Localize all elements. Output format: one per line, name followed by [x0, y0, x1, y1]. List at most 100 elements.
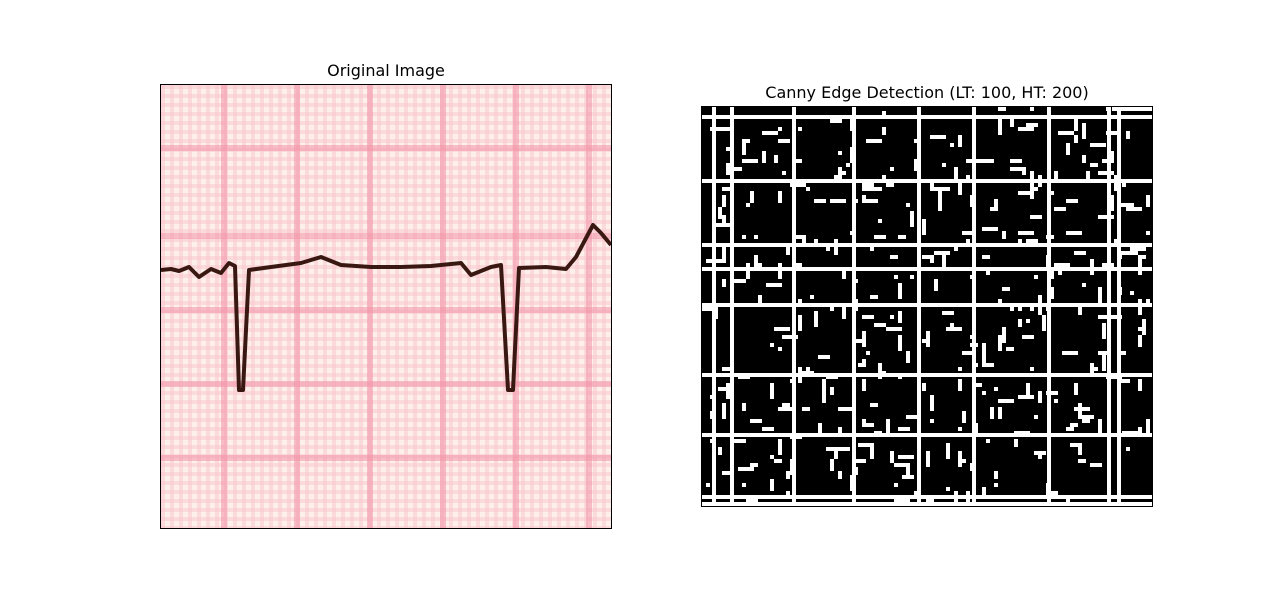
edge-speckle — [786, 471, 790, 479]
edge-speckle — [826, 247, 830, 251]
edge-speckle — [1030, 307, 1034, 311]
edge-speckle — [822, 379, 826, 387]
edge-speckle — [742, 235, 746, 239]
major-grid-line-horizontal — [161, 307, 611, 313]
grid-line-vertical — [206, 85, 210, 528]
edge-speckle — [862, 199, 878, 203]
edge-speckle — [1130, 243, 1134, 247]
grid-line-vertical — [467, 85, 471, 528]
grid-line-horizontal — [161, 94, 611, 98]
edge-speckle — [1098, 287, 1102, 303]
grid-line-vertical — [350, 85, 354, 528]
edge-speckle — [950, 143, 954, 147]
edge-speckle — [1026, 383, 1030, 395]
edge-speckle — [730, 439, 746, 443]
grid-line-vertical — [458, 85, 462, 528]
edge-speckle — [906, 203, 910, 207]
edge-speckle — [762, 151, 766, 163]
edge-speckle — [858, 443, 874, 447]
edge-speckle — [910, 303, 918, 307]
edge-speckle — [898, 311, 902, 323]
edge-speckle — [962, 351, 974, 355]
edge-speckle — [798, 127, 802, 131]
edge-speckle — [862, 183, 866, 191]
edge-speckle — [710, 439, 714, 443]
grid-line-vertical — [431, 85, 435, 528]
edge-speckle — [810, 295, 814, 299]
grid-line-vertical — [413, 85, 417, 528]
edge-speckle — [1138, 299, 1142, 315]
edge-speckle — [882, 111, 886, 115]
grid-line-vertical — [548, 85, 552, 528]
edge-speckle — [938, 195, 942, 211]
edge-speckle — [826, 375, 838, 379]
edge-speckle — [1102, 263, 1114, 267]
edge-speckle — [854, 199, 858, 203]
edge-speckle — [966, 175, 970, 179]
edge-speckle — [778, 407, 794, 411]
edge-speckle — [930, 255, 934, 263]
edge-speckle — [1022, 171, 1026, 175]
edge-speckle — [718, 447, 722, 455]
edge-speckle — [746, 499, 758, 503]
edge-speckle — [998, 107, 1006, 111]
grid-line-horizontal — [161, 283, 611, 287]
edge-speckle — [1054, 263, 1070, 267]
edge-speckle — [842, 267, 846, 279]
edge-speckle — [882, 175, 886, 179]
edge-line-horizontal — [702, 373, 1152, 377]
edge-speckle — [922, 383, 926, 391]
edge-speckle — [798, 315, 802, 331]
edge-speckle — [1034, 415, 1038, 419]
edge-speckle — [862, 419, 866, 427]
edge-speckle — [994, 471, 998, 479]
grid-line-vertical — [251, 85, 255, 528]
grid-line-horizontal — [161, 112, 611, 116]
edge-speckle — [1146, 427, 1150, 435]
edge-line-vertical — [917, 107, 921, 506]
edge-speckle — [778, 139, 790, 143]
edge-speckle — [1046, 483, 1050, 495]
grid-line-vertical — [377, 85, 381, 528]
edge-speckle — [1018, 307, 1022, 311]
edge-speckle — [1138, 379, 1142, 391]
edge-speckle — [1058, 131, 1074, 135]
grid-line-horizontal — [161, 391, 611, 395]
edge-speckle — [730, 495, 738, 499]
edge-speckle — [834, 451, 838, 459]
edge-speckle — [1126, 131, 1130, 139]
edge-speckle — [790, 379, 794, 383]
edge-speckle — [1102, 323, 1106, 339]
edge-speckle — [1002, 231, 1006, 239]
edge-speckle — [834, 175, 838, 183]
edge-speckle — [914, 491, 918, 499]
edge-line-bottom — [702, 502, 1152, 506]
edge-speckle — [1138, 255, 1146, 259]
edge-speckle — [774, 459, 782, 463]
edge-speckle — [1098, 215, 1114, 219]
edge-speckle — [1110, 195, 1114, 211]
edge-speckle — [1034, 187, 1038, 191]
grid-line-horizontal — [161, 355, 611, 359]
edge-speckle — [870, 295, 878, 299]
edge-speckle — [1010, 115, 1014, 127]
edge-speckle — [1090, 163, 1098, 167]
edge-speckle — [746, 203, 750, 207]
edge-speckle — [762, 131, 778, 135]
edge-speckle — [826, 447, 842, 451]
edge-speckle — [958, 451, 962, 467]
edge-speckle — [742, 139, 750, 143]
edge-speckle — [1082, 419, 1090, 423]
edge-speckle — [722, 403, 726, 419]
edge-speckle — [854, 299, 858, 311]
edge-speckle — [870, 447, 874, 459]
grid-line-horizontal — [161, 526, 611, 528]
edge-speckle — [1014, 431, 1030, 435]
edge-speckle — [970, 463, 974, 471]
edge-line-horizontal — [702, 115, 1152, 119]
edge-speckle — [1074, 383, 1078, 395]
edge-speckle — [778, 439, 782, 455]
edge-speckle — [894, 483, 898, 487]
edge-speckle — [1090, 179, 1106, 183]
edge-speckle — [814, 311, 818, 327]
